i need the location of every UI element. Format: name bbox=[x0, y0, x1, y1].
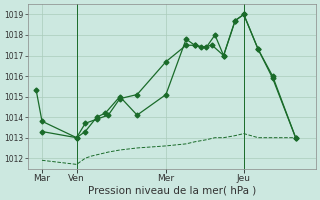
X-axis label: Pression niveau de la mer( hPa ): Pression niveau de la mer( hPa ) bbox=[88, 186, 256, 196]
